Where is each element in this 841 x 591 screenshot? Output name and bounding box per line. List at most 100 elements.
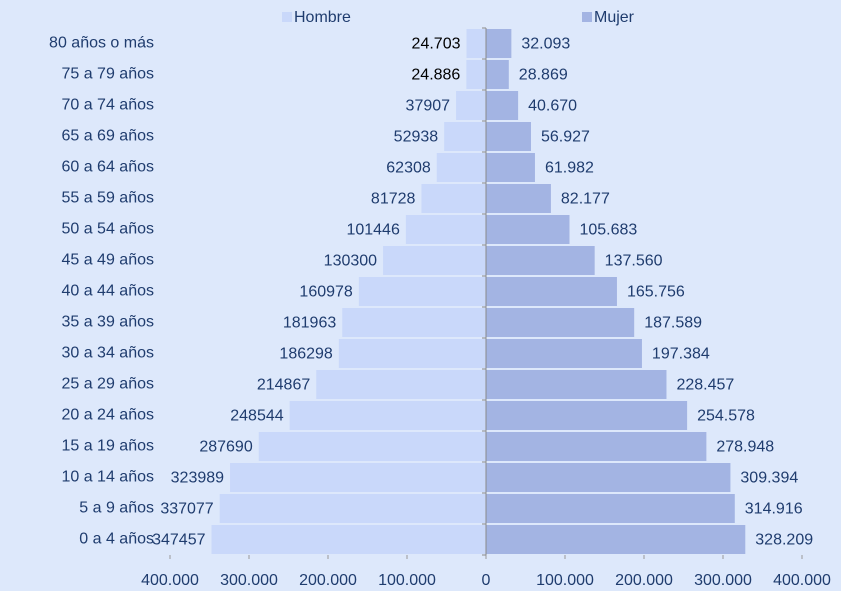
value-label: 24.703: [412, 36, 461, 53]
x-tick-label: 100.000: [378, 572, 436, 589]
value-label: 186298: [279, 346, 332, 363]
bar: [486, 91, 519, 120]
bar: [486, 308, 635, 337]
category-label: 30 a 34 años: [61, 345, 154, 362]
value-label: 137.560: [605, 253, 663, 270]
value-label: 105.683: [579, 222, 637, 239]
bar: [466, 29, 486, 58]
value-label: 328.209: [755, 532, 813, 549]
value-label: 40.670: [528, 98, 577, 115]
bar: [486, 339, 642, 368]
value-label: 214867: [257, 377, 310, 394]
category-label: 20 a 24 años: [61, 407, 154, 424]
value-label: 37907: [406, 98, 451, 115]
x-tick-label: 300.000: [694, 572, 752, 589]
value-label: 309.394: [740, 470, 798, 487]
value-label: 62308: [386, 160, 431, 177]
value-label: 347457: [152, 532, 205, 549]
value-label: 61.982: [545, 160, 594, 177]
value-label: 32.093: [521, 36, 570, 53]
bar: [486, 401, 688, 430]
value-label: 52938: [394, 129, 439, 146]
value-label: 181963: [283, 315, 336, 332]
x-tick-label: 300.000: [220, 572, 278, 589]
bar: [486, 494, 735, 523]
category-label: 15 a 19 años: [61, 438, 154, 455]
value-label: 82.177: [561, 191, 610, 208]
category-label: 25 a 29 años: [61, 376, 154, 393]
value-label: 101446: [346, 222, 399, 239]
bar: [486, 122, 531, 151]
category-label: 0 a 4 años: [79, 531, 154, 548]
x-tick-label: 200.000: [299, 572, 357, 589]
value-label: 337077: [160, 501, 213, 518]
category-label: 80 años o más: [49, 35, 154, 52]
bar: [486, 184, 551, 213]
category-label: 10 a 14 años: [61, 469, 154, 486]
legend-swatch: [282, 12, 292, 22]
value-label: 254.578: [697, 408, 755, 425]
value-label: 187.589: [644, 315, 702, 332]
bar: [486, 60, 509, 89]
bar: [316, 370, 486, 399]
value-label: 165.756: [627, 284, 685, 301]
bar: [486, 525, 746, 554]
category-label: 60 a 64 años: [61, 159, 154, 176]
bar: [486, 29, 512, 58]
value-label: 248544: [230, 408, 283, 425]
bar: [405, 215, 486, 244]
value-label: 314.916: [745, 501, 803, 518]
category-label: 40 a 44 años: [61, 283, 154, 300]
category-label: 70 a 74 años: [61, 97, 154, 114]
bar: [486, 246, 595, 275]
category-label: 75 a 79 años: [61, 66, 154, 83]
bar: [421, 184, 486, 213]
value-label: 323989: [171, 470, 224, 487]
bar: [342, 308, 486, 337]
value-label: 278.948: [716, 439, 774, 456]
x-tick-label: 200.000: [615, 572, 673, 589]
x-tick-label: 0: [482, 572, 491, 589]
bar: [486, 153, 535, 182]
x-tick-label: 400.000: [773, 572, 831, 589]
bar: [211, 525, 486, 554]
value-label: 81728: [371, 191, 416, 208]
bar: [219, 494, 486, 523]
bar: [486, 463, 731, 492]
value-label: 160978: [299, 284, 352, 301]
value-label: 287690: [199, 439, 252, 456]
bar: [258, 432, 486, 461]
value-label: 24.886: [411, 67, 460, 84]
x-tick-label: 400.000: [141, 572, 199, 589]
legend-label: Hombre: [294, 9, 351, 26]
bar: [436, 153, 486, 182]
bar: [289, 401, 486, 430]
bar: [338, 339, 486, 368]
category-label: 45 a 49 años: [61, 252, 154, 269]
bar: [486, 215, 570, 244]
bar: [358, 277, 486, 306]
value-label: 28.869: [519, 67, 568, 84]
value-label: 197.384: [652, 346, 710, 363]
value-label: 228.457: [676, 377, 734, 394]
bar: [486, 277, 617, 306]
bar: [230, 463, 486, 492]
category-label: 5 a 9 años: [79, 500, 154, 517]
bar: [456, 91, 486, 120]
value-label: 130300: [324, 253, 377, 270]
category-label: 50 a 54 años: [61, 221, 154, 238]
value-label: 56.927: [541, 129, 590, 146]
legend-swatch: [582, 12, 592, 22]
bar: [486, 432, 707, 461]
x-tick-label: 100.000: [536, 572, 594, 589]
legend-label: Mujer: [594, 9, 635, 26]
bar: [486, 370, 667, 399]
bar: [383, 246, 486, 275]
bar: [444, 122, 486, 151]
category-label: 65 a 69 años: [61, 128, 154, 145]
category-label: 55 a 59 años: [61, 190, 154, 207]
category-label: 35 a 39 años: [61, 314, 154, 331]
bar: [466, 60, 486, 89]
